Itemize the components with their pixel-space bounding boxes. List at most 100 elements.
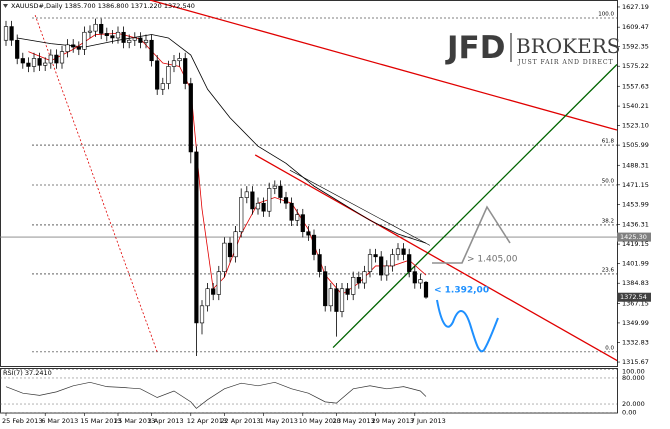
- candle-body: [216, 271, 221, 295]
- fibo-label: 0.0: [605, 345, 614, 351]
- candle-body: [59, 51, 65, 64]
- candle-body: [205, 288, 210, 307]
- logo-brand: BROKERS: [516, 34, 620, 58]
- candle-body: [367, 254, 373, 272]
- y-tick-label: 1592.35: [622, 43, 649, 51]
- annotation: > 1.405,00: [467, 255, 518, 265]
- x-tick-label: 6 Mar 2013: [41, 417, 78, 425]
- x-tick-label: 29 May 2013: [372, 417, 414, 425]
- candle-body: [283, 197, 289, 204]
- close-value: 1372.540: [164, 2, 195, 10]
- high-value: 1386.800: [98, 2, 129, 10]
- rsi-last: 37.2410: [25, 369, 52, 377]
- candle-body: [37, 58, 42, 66]
- candle-body: [244, 191, 249, 198]
- candle-body: [289, 202, 294, 221]
- y-tick-label: 1540.21: [622, 102, 649, 110]
- candle-body: [104, 33, 109, 36]
- candle-body: [356, 277, 361, 284]
- rsi-name: RSI(7): [3, 369, 23, 377]
- trend-line: [254, 154, 617, 362]
- y-tick-label: 1488.31: [622, 161, 649, 169]
- fibo-label: 100.0: [598, 12, 614, 18]
- candle-body: [54, 54, 59, 64]
- candle-body: [272, 185, 277, 189]
- candle-body: [110, 35, 115, 39]
- low-value: 1371.220: [131, 2, 162, 10]
- candle-body: [278, 185, 283, 198]
- candle-body: [345, 288, 350, 295]
- scenario-arrow-up: [432, 205, 511, 264]
- candle-body: [317, 254, 322, 272]
- candle-body: [99, 23, 104, 34]
- y-tick-label: 1367.15: [622, 299, 649, 307]
- candle-body: [194, 151, 199, 324]
- candle-body: [199, 305, 205, 324]
- candle-body: [339, 288, 345, 312]
- candle-body: [423, 281, 429, 298]
- candle-body: [76, 46, 81, 50]
- candle-body: [255, 202, 261, 210]
- candle-body: [183, 58, 188, 84]
- x-tick-label: 10 May 2013: [299, 417, 341, 425]
- candle-body: [395, 248, 401, 255]
- candle-body: [15, 39, 20, 59]
- candle-body: [362, 271, 367, 284]
- candle-body: [160, 83, 165, 90]
- y-tick-label: 1523.10: [622, 122, 649, 130]
- x-tick-label: 12 Apr 2013: [187, 417, 227, 425]
- x-tick-label: 7 Jun 2013: [411, 417, 446, 425]
- candle-body: [121, 31, 126, 43]
- y-tick-label: 1557.63: [622, 82, 649, 90]
- y-tick-label: 1419.15: [622, 240, 649, 248]
- y-tick-label: 1575.22: [622, 62, 649, 70]
- logo: JFD BROKERS JUST FAIR AND DIRECT: [445, 30, 620, 66]
- candle-body: [239, 197, 244, 233]
- scenario-curve-down: [436, 299, 499, 353]
- trend-line: [289, 169, 431, 246]
- candle-body: [334, 288, 339, 312]
- candle-body: [306, 231, 311, 236]
- x-tick-label: 3 Apr 2013: [148, 417, 184, 425]
- candle-body: [295, 214, 300, 221]
- symbol-icon: [3, 4, 8, 8]
- rsi-tick-label: 0.00: [622, 409, 636, 417]
- rsi-area: [0, 369, 617, 413]
- axes: 1627.19 1609.47 1592.35 1575.22 1557.63 1540.…: [2, 3, 651, 425]
- candle-body: [211, 288, 216, 295]
- candle-body: [250, 191, 255, 210]
- candle-body: [82, 31, 87, 50]
- y-tick-label: 1349.99: [622, 319, 649, 327]
- logo-name: JFD: [445, 30, 505, 66]
- rsi-tick-label: 100.00: [622, 367, 645, 375]
- candle-body: [93, 23, 98, 32]
- candle-body: [188, 83, 193, 153]
- candle-body: [149, 39, 154, 62]
- candle-body: [390, 254, 395, 267]
- y-tick-label: 1627.19: [622, 3, 649, 11]
- candle-body: [48, 54, 53, 64]
- rsi-header: RSI(7) 37.2410: [3, 369, 52, 377]
- candle-body: [20, 58, 25, 64]
- x-tick-label: 20 May 2013: [332, 417, 374, 425]
- candle-body: [65, 44, 70, 52]
- open-value: 1385.700: [65, 2, 96, 10]
- candle-body: [227, 242, 233, 258]
- candle-body: [222, 242, 227, 272]
- y-tick-label: 1609.47: [622, 23, 649, 31]
- y-tick-label: 1471.15: [622, 181, 649, 189]
- candle-body: [373, 254, 378, 258]
- plot-frame: [0, 0, 618, 367]
- x-tick-label: 1 May 2013: [260, 417, 298, 425]
- y-tick-label: 1453.99: [622, 200, 649, 208]
- candle-body: [138, 37, 143, 43]
- symbol: XAUUSD#,Daily: [11, 2, 63, 10]
- candle-body: [177, 58, 182, 62]
- candle-body: [384, 265, 389, 276]
- chart-header: XAUUSD#,Daily 1385.700 1386.800 1371.220…: [11, 2, 195, 10]
- candle-body: [132, 37, 137, 41]
- trend-line: [149, 0, 617, 131]
- candle-body: [412, 271, 417, 284]
